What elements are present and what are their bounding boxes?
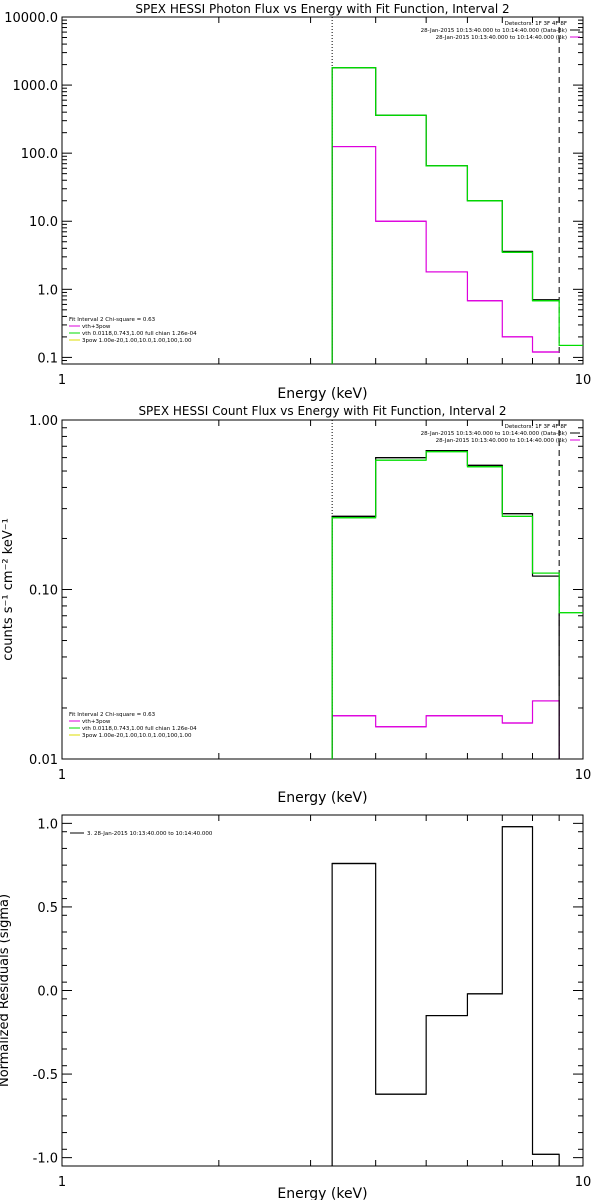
legend-entry: Detectors: 1F 3F 4F 8F (505, 424, 567, 430)
series-total-step (331, 67, 583, 364)
series-data-step (331, 826, 560, 1166)
y-tick-label: -0.5 (33, 1068, 58, 1083)
legend-entry: 28-Jan-2015 10:13:40.000 to 10:14:40.000… (436, 438, 567, 444)
x-axis-label: Energy (keV) (277, 386, 367, 402)
x-axis-label: Energy (keV) (277, 1186, 367, 1200)
x-axis-ticks: 1 10 (58, 815, 591, 1190)
legend-fit: Fit Interval 2 Chi-square = 0.63vth+3pow… (69, 317, 197, 344)
x-axis-ticks: 1 10 (58, 17, 591, 388)
series-data-step (331, 67, 560, 364)
y-tick-label: 10000.0 (4, 11, 58, 26)
plot-frame (61, 419, 584, 760)
y-axis-ticks: 0.01 0.10 1.00 (29, 414, 583, 768)
y-tick-label: 0.5 (37, 901, 58, 916)
legend-entry: vth+3pow (82, 324, 111, 330)
y-tick-label: 100.0 (21, 147, 58, 162)
chart-panel-2: SPEX HESSI Count Flux vs Energy with Fit… (1, 404, 591, 806)
x-tick-label: 1 (58, 768, 66, 783)
y-tick-label: 1.0 (37, 817, 58, 832)
y-axis-ticks: 0.1 1.0 10.0 100.0 1000.0 10000.0 (4, 11, 583, 366)
x-tick-label: 10 (575, 768, 592, 783)
y-tick-label: 0.1 (37, 351, 58, 366)
x-tick-label: 1 (58, 373, 66, 388)
y-tick-label: 10.0 (29, 215, 58, 230)
chart-title: SPEX HESSI Count Flux vs Energy with Fit… (138, 404, 506, 418)
legend-entry: vth 0.0118,0.743,1.00 full chian 1.26e-0… (82, 331, 197, 337)
plot-frame (61, 814, 584, 1167)
legend-entry: 3pow 1.00e-20,1.00,10.0,1.00,100,1.00 (82, 733, 192, 739)
series-background-step (331, 700, 560, 759)
x-axis-label: Energy (keV) (277, 790, 367, 806)
legend-entry: vth+3pow (82, 719, 111, 725)
series-data-step (331, 449, 560, 759)
y-axis-label: counts s⁻¹ cm⁻² keV⁻¹ (1, 518, 16, 661)
legend-entry: Fit Interval 2 Chi-square = 0.63 (69, 712, 156, 718)
y-tick-label: -1.0 (33, 1152, 58, 1167)
plot-frame (61, 16, 584, 365)
y-tick-label: 0.10 (29, 584, 58, 599)
x-tick-label: 1 (58, 1175, 66, 1190)
legend-entry: Fit Interval 2 Chi-square = 0.63 (69, 317, 156, 323)
legend-entry: Detectors: 1F 3F 4F 8F (505, 21, 567, 27)
legend-entry: 3. 28-Jan-2015 10:13:40.000 to 10:14:40.… (87, 831, 213, 837)
legend-entry: vth 0.0118,0.743,1.00 full chian 1.26e-0… (82, 726, 197, 732)
x-axis-ticks: 1 10 (58, 420, 591, 783)
x-tick-label: 10 (575, 1175, 592, 1190)
y-tick-label: 1.0 (37, 283, 58, 298)
x-tick-label: 10 (575, 373, 592, 388)
y-axis-ticks: -1.0 -0.5 0.0 0.5 1.0 (33, 814, 583, 1167)
y-axis-label: Normalized Residuals (sigma) (0, 894, 12, 1087)
y-tick-label: 1000.0 (13, 79, 59, 94)
legend-entry: 28-Jan-2015 10:13:40.000 to 10:14:40.000… (421, 28, 567, 34)
legend-entry: 3pow 1.00e-20,1.00,10.0,1.00,100,1.00 (82, 338, 192, 344)
legend-entry: 28-Jan-2015 10:13:40.000 to 10:14:40.000… (421, 431, 567, 437)
chart-panel-1: SPEX HESSI Photon Flux vs Energy with Fi… (4, 2, 591, 402)
legend-entry: 28-Jan-2015 10:13:40.000 to 10:14:40.000… (436, 35, 567, 41)
series-background-step (331, 145, 560, 364)
legend-top: 3. 28-Jan-2015 10:13:40.000 to 10:14:40.… (70, 831, 213, 837)
chart-title: SPEX HESSI Photon Flux vs Energy with Fi… (135, 2, 509, 16)
y-tick-label: 0.0 (37, 985, 58, 1000)
chart-panel-3: -1.0 -0.5 0.0 0.5 1.0 1 10 Energy (keV) Normaliz… (0, 814, 591, 1200)
series-total-step (331, 451, 583, 759)
y-tick-label: 0.01 (29, 753, 58, 768)
y-tick-label: 1.00 (29, 414, 58, 429)
legend-fit: Fit Interval 2 Chi-square = 0.63vth+3pow… (69, 712, 197, 739)
